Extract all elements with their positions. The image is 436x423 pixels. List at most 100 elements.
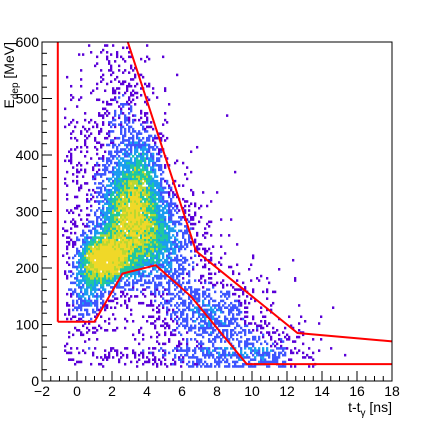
heatmap-cell [288, 358, 291, 361]
heatmap-cell [190, 338, 193, 341]
heatmap-cell [210, 277, 213, 280]
heatmap-cell [162, 263, 165, 267]
heatmap-cell [170, 304, 173, 307]
heatmap-cell [108, 170, 111, 174]
heatmap-cell [230, 310, 233, 314]
heatmap-cell [100, 290, 103, 294]
heatmap-cell [88, 338, 91, 341]
heatmap-cell [90, 231, 93, 235]
heatmap-cell [188, 360, 191, 364]
heatmap-cell [138, 118, 141, 122]
heatmap-cell [106, 329, 109, 332]
heatmap-cell [282, 353, 285, 357]
heatmap-cell [166, 365, 169, 368]
heatmap-cell [116, 236, 119, 239]
heatmap-cell [182, 161, 185, 165]
heatmap-cell [180, 315, 183, 319]
heatmap-cell [282, 360, 285, 364]
heatmap-cell [102, 252, 105, 255]
heatmap-cell [174, 317, 177, 321]
heatmap-cell [116, 283, 119, 287]
heatmap-cell [146, 206, 149, 210]
heatmap-cell [182, 197, 185, 201]
heatmap-cell [182, 292, 185, 296]
heatmap-cell [98, 206, 101, 210]
heatmap-cell [122, 139, 125, 142]
heatmap-cell [154, 227, 157, 230]
heatmap-cell [138, 213, 141, 217]
heatmap-cell [66, 252, 69, 255]
heatmap-cell [68, 358, 71, 361]
heatmap-cell [168, 261, 171, 264]
heatmap-cell [230, 218, 233, 221]
heatmap-cell [84, 134, 87, 138]
heatmap-cell [164, 249, 167, 253]
heatmap-cell [136, 360, 139, 364]
heatmap-cell [112, 71, 115, 74]
heatmap-cell [204, 329, 207, 332]
heatmap-cell [270, 304, 273, 307]
heatmap-cell [264, 353, 267, 357]
heatmap-cell [146, 195, 149, 199]
heatmap-cell [148, 206, 151, 210]
heatmap-cell [126, 283, 129, 287]
heatmap-cell [126, 252, 129, 255]
heatmap-cell [106, 218, 109, 221]
heatmap-cell [174, 249, 177, 253]
heatmap-cell [148, 263, 151, 267]
heatmap-cell [98, 272, 101, 276]
heatmap-cell [138, 132, 141, 135]
heatmap-cell [280, 344, 283, 348]
heatmap-cell [74, 243, 77, 246]
heatmap-cell [144, 229, 147, 233]
heatmap-cell [90, 286, 93, 289]
heatmap-cell [68, 263, 71, 267]
heatmap-cell [72, 222, 75, 226]
heatmap-cell [66, 184, 69, 187]
heatmap-cell [114, 179, 117, 183]
heatmap-cell [138, 179, 141, 183]
heatmap-cell [174, 202, 177, 206]
heatmap-cell [238, 299, 241, 303]
heatmap-cell [204, 317, 207, 321]
heatmap-cell [100, 51, 103, 54]
heatmap-cell [124, 249, 127, 253]
heatmap-cell [212, 326, 215, 330]
heatmap-cell [144, 100, 147, 104]
heatmap-cell [130, 227, 133, 230]
heatmap-cell [84, 254, 87, 257]
heatmap-cell [142, 225, 145, 228]
heatmap-cell [196, 231, 199, 235]
heatmap-cell [174, 333, 177, 337]
heatmap-cell [218, 360, 221, 364]
heatmap-cell [122, 238, 125, 242]
heatmap-cell [262, 347, 265, 350]
heatmap-cell [122, 216, 125, 219]
heatmap-cell [264, 351, 267, 355]
heatmap-cell [162, 236, 165, 239]
heatmap-cell [80, 265, 83, 269]
heatmap-cell [72, 333, 75, 337]
heatmap-cell [142, 218, 145, 221]
heatmap-cell [278, 338, 281, 341]
heatmap-cell [198, 292, 201, 296]
heatmap-cell [236, 243, 239, 246]
heatmap-cell [128, 71, 131, 74]
heatmap-cell [220, 281, 223, 285]
heatmap-cell [122, 46, 125, 50]
heatmap-cell [136, 227, 139, 230]
heatmap-cell [108, 261, 111, 264]
heatmap-cell [228, 362, 231, 366]
heatmap-cell [290, 358, 293, 361]
heatmap-cell [104, 150, 107, 154]
heatmap-cell [268, 331, 271, 334]
heatmap-cell [74, 125, 77, 129]
heatmap-cell [152, 188, 155, 192]
heatmap-cell [110, 234, 113, 237]
heatmap-cell [96, 152, 99, 156]
heatmap-cell [152, 148, 155, 151]
heatmap-cell [160, 200, 163, 203]
heatmap-cell [138, 272, 141, 276]
heatmap-cell [136, 136, 139, 140]
heatmap-cell [120, 220, 123, 224]
